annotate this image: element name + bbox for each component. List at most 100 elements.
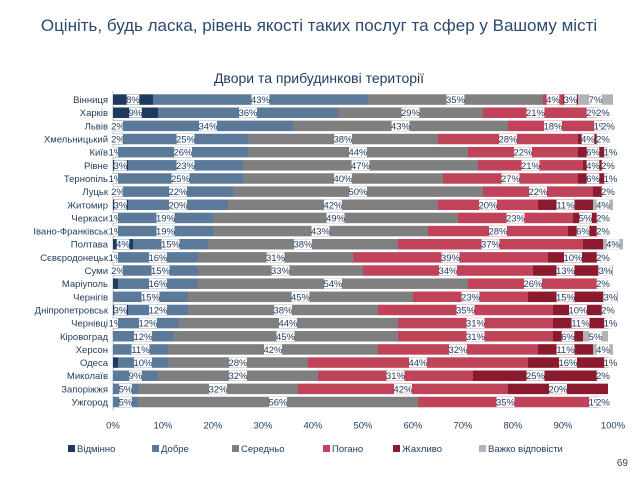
data-label: 2% (596, 108, 610, 119)
data-label: 50% (348, 187, 368, 198)
bar-segment (113, 357, 118, 368)
data-label-bg (501, 173, 520, 184)
data-label: 16% (558, 358, 578, 369)
data-label: 1% (109, 148, 123, 159)
data-label: 10% (568, 305, 588, 316)
data-label-bg (571, 318, 590, 329)
data-label: 49% (326, 213, 346, 224)
data-label-bg (514, 147, 532, 158)
data-label-bg (526, 370, 545, 381)
data-label-bg (134, 357, 152, 368)
legend-swatch (232, 445, 239, 452)
category-label: Харків (80, 108, 108, 119)
legend-entry: Відмінно (77, 444, 115, 455)
data-label-bg (156, 226, 175, 237)
page-title: Оцініть, будь ласка, рівень якості таких… (40, 16, 598, 35)
data-label: 38% (273, 305, 293, 316)
data-label: 54% (323, 279, 343, 290)
data-label-bg (596, 344, 610, 355)
data-label-bg (569, 304, 587, 315)
data-label-bg (114, 160, 127, 171)
data-label: 40% (333, 174, 353, 185)
category-label: Кіровоград (60, 332, 108, 343)
data-label-bg (446, 94, 465, 105)
legend-swatch (152, 445, 159, 452)
data-label-bg (174, 147, 192, 158)
data-label: 2% (601, 305, 615, 316)
data-label-bg (594, 120, 607, 131)
data-label-bg (596, 278, 610, 289)
data-label: 44% (348, 148, 368, 159)
data-label-bg (139, 318, 157, 329)
data-label: 4% (596, 200, 610, 211)
data-label-bg (596, 397, 610, 408)
data-label-bg (149, 278, 167, 289)
data-label-bg (109, 173, 122, 184)
data-label: 10% (563, 253, 583, 264)
data-label: 15% (161, 240, 181, 251)
category-label: Запоріжжя (61, 384, 108, 395)
data-label-bg (271, 265, 290, 276)
data-label-bg (596, 252, 610, 263)
data-label-bg (526, 107, 545, 118)
data-label-bg (111, 120, 125, 131)
data-label-bg (599, 265, 612, 276)
data-label-bg (556, 344, 575, 355)
data-label-bg (171, 173, 190, 184)
data-label: 12% (148, 305, 168, 316)
data-label: 3% (564, 95, 578, 106)
data-label: 12% (133, 332, 153, 343)
data-label-bg (466, 318, 485, 329)
data-label-bg (596, 199, 610, 210)
chart-title: Двори та прибудинкові території (213, 70, 425, 86)
category-label: Житомир (67, 200, 108, 211)
data-label-bg (586, 160, 600, 171)
data-label: 36% (238, 108, 258, 119)
category-label: Сєвєродонецьк (40, 253, 109, 264)
data-label-bg (439, 265, 457, 276)
data-label-bg (269, 397, 287, 408)
data-label: 1% (604, 174, 618, 185)
data-label: 3% (604, 292, 618, 303)
data-label: 21% (526, 108, 546, 119)
data-label: 2% (586, 108, 600, 119)
data-label: 42% (323, 200, 343, 211)
data-label-bg (521, 160, 540, 171)
data-label: 4% (596, 345, 610, 356)
data-label: 31% (466, 319, 486, 330)
data-label-bg (109, 252, 122, 263)
data-label-bg (209, 383, 227, 394)
data-label: 6% (561, 332, 575, 343)
data-label-bg (401, 107, 420, 118)
data-label-bg (556, 291, 575, 302)
data-label: 28% (228, 358, 248, 369)
data-label-bg (116, 239, 130, 250)
data-label: 10% (133, 358, 153, 369)
data-label: 11% (131, 345, 150, 356)
data-label: 2% (596, 135, 610, 146)
data-label-bg (229, 357, 247, 368)
data-label-bg (349, 147, 367, 158)
data-label: 25% (176, 135, 196, 146)
data-label: 31% (266, 253, 286, 264)
data-label: 12% (138, 319, 158, 330)
data-label-bg (604, 357, 617, 368)
data-label: 2% (596, 398, 610, 409)
data-label: 2% (111, 266, 125, 277)
data-label: 2% (601, 161, 615, 172)
data-label: 27% (501, 174, 521, 185)
category-label: Миколаїв (67, 371, 108, 382)
legend-entry: Важко відповісти (488, 444, 563, 455)
data-label-bg (291, 291, 310, 302)
data-label-bg (604, 147, 617, 158)
data-label: 1% (604, 358, 618, 369)
data-label: 1% (109, 213, 123, 224)
data-label: 31% (466, 332, 486, 343)
data-label-bg (506, 212, 525, 223)
category-label: Херсон (76, 345, 108, 356)
data-label-bg (276, 331, 295, 342)
data-label-bg (499, 134, 517, 145)
data-label-bg (279, 318, 297, 329)
data-label-bg (111, 265, 125, 276)
legend-swatch (323, 445, 330, 452)
